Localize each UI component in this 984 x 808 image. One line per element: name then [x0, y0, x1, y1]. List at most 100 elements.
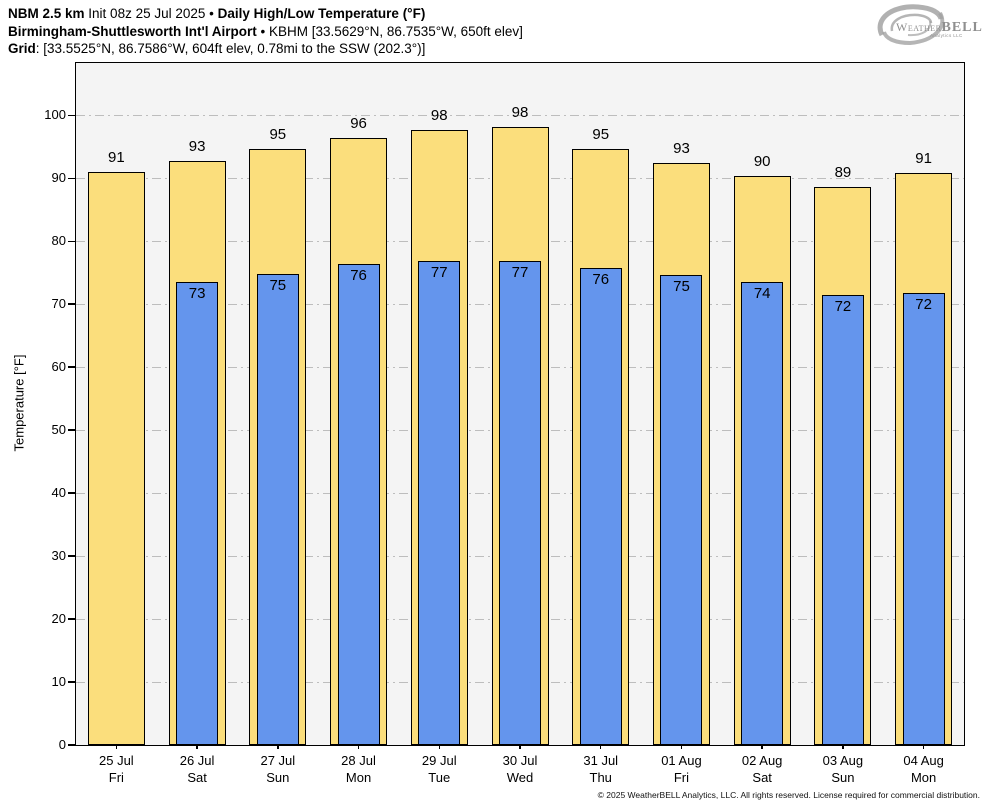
y-tick-label: 100 [44, 107, 66, 123]
low-value-label: 74 [753, 284, 771, 302]
low-value-label: 72 [834, 298, 852, 316]
plot-area: 0 10 20 30 40 50 60 70 80 90 100 25 Jul Fri 91 26 Jul S… [44, 62, 965, 785]
low-bar: 75 [256, 273, 299, 745]
y-tick-label: 90 [51, 170, 66, 186]
x-axis-label: 02 Aug Sat [742, 753, 783, 786]
x-axis-label: 31 Jul Thu [583, 753, 618, 786]
low-bar: 76 [337, 263, 380, 745]
grid-label: Grid [8, 41, 36, 56]
low-value-label: 77 [511, 263, 529, 281]
x-label-date: 25 Jul [99, 753, 134, 768]
x-label-day: Fri [108, 769, 124, 785]
y-tick [68, 744, 75, 746]
x-label-date: 04 Aug [903, 753, 944, 768]
high-value-label: 95 [269, 125, 287, 143]
y-tick [68, 240, 75, 242]
low-value-label: 77 [430, 263, 448, 281]
x-label-date: 31 Jul [583, 753, 619, 768]
x-label-day: Mon [910, 769, 937, 785]
copyright-notice: © 2025 WeatherBELL Analytics, LLC. All r… [597, 790, 980, 800]
y-tick-label: 80 [51, 233, 66, 249]
low-value-label: 75 [269, 276, 287, 294]
low-bar: 77 [499, 260, 541, 745]
low-bar: 73 [176, 282, 219, 745]
separator-bullet: • [209, 6, 214, 21]
x-axis-label: 29 Jul Tue [422, 753, 457, 786]
x-tick [277, 745, 279, 749]
x-tick [357, 745, 360, 749]
x-tick [115, 745, 118, 749]
y-tick-label: 20 [51, 611, 66, 627]
y-axis-title: Temperature [°F] [11, 354, 27, 452]
x-tick [922, 745, 925, 749]
hurricane-swirl-icon [877, 4, 945, 46]
x-label-day: Sun [266, 769, 290, 785]
title-line-2: Birmingham-Shuttlesworth Int'l Airport •… [8, 23, 523, 41]
high-value-label: 98 [511, 103, 529, 121]
low-bar: 76 [579, 268, 622, 745]
low-bar: 77 [418, 260, 461, 745]
low-value-label: 73 [188, 285, 206, 303]
product-title: Daily High/Low Temperature (°F) [217, 6, 426, 21]
y-tick-label: 10 [51, 674, 66, 690]
separator-bullet: • [260, 23, 266, 39]
x-tick [680, 745, 683, 749]
logo-weather-text: Weather [896, 20, 942, 34]
station-name: Birmingham-Shuttlesworth Int'l Airport [8, 23, 257, 39]
x-label-day: Tue [428, 769, 451, 785]
x-tick [438, 745, 440, 749]
low-value-label: 75 [673, 277, 690, 295]
x-axis-label: 26 Jul Sat [180, 753, 215, 786]
y-tick-label: 30 [51, 548, 66, 564]
model-name: NBM 2.5 km [8, 6, 85, 21]
low-value-label: 76 [350, 266, 367, 284]
x-axis-label: 27 Jul Sun [260, 753, 295, 786]
x-label-date: 30 Jul [502, 753, 538, 768]
high-value-label: 95 [592, 125, 610, 143]
x-tick [519, 745, 521, 749]
x-axis-label: 01 Aug Fri [661, 753, 702, 786]
x-axis-label: 03 Aug Sun [823, 753, 864, 786]
y-tick [68, 366, 75, 368]
logo-bell-text: BELL [941, 20, 983, 35]
gridline [76, 114, 964, 116]
grid-info: : [33.5525°N, 86.7586°W, 604ft elev, 0.7… [35, 41, 426, 56]
high-bar [87, 171, 145, 745]
x-label-day: Mon [345, 769, 372, 785]
x-label-day: Thu [589, 769, 612, 785]
y-tick [68, 303, 75, 305]
low-bar: 72 [821, 295, 864, 745]
y-tick [68, 114, 75, 116]
high-value-label: 93 [188, 137, 206, 155]
x-tick [600, 745, 602, 749]
x-tick [761, 745, 763, 749]
y-tick [68, 492, 75, 494]
high-value-label: 96 [350, 114, 367, 132]
chart-header: NBM 2.5 km Init 08z 25 Jul 2025 • Daily … [8, 5, 523, 58]
high-value-label: 93 [673, 139, 690, 157]
y-tick-label: 40 [51, 485, 66, 501]
x-axis-label: 04 Aug Mon [903, 753, 944, 786]
high-value-label: 90 [753, 153, 771, 171]
low-bar: 72 [902, 293, 945, 745]
x-label-date: 26 Jul [179, 753, 215, 768]
low-bar: 75 [660, 274, 703, 745]
high-value-label: 91 [915, 150, 932, 168]
x-axis-label: 25 Jul Fri [99, 753, 134, 786]
x-axis-label: 30 Jul Wed [503, 753, 538, 786]
x-label-date: 02 Aug [741, 753, 783, 768]
y-tick-label: 50 [51, 422, 66, 438]
y-tick-label: 0 [58, 737, 66, 752]
low-bar: 74 [741, 281, 784, 745]
y-tick-label: 60 [51, 359, 66, 375]
x-tick [842, 745, 844, 749]
y-tick-label: 70 [51, 296, 66, 312]
title-line-1: NBM 2.5 km Init 08z 25 Jul 2025 • Daily … [8, 5, 523, 23]
x-label-day: Fri [673, 769, 690, 785]
x-label-day: Sat [752, 769, 772, 785]
x-label-day: Sat [187, 769, 207, 785]
station-meta: KBHM [33.5629°N, 86.7535°W, 650ft elev] [268, 23, 523, 39]
y-tick [68, 555, 75, 557]
x-tick [196, 745, 198, 749]
y-tick [68, 177, 75, 179]
